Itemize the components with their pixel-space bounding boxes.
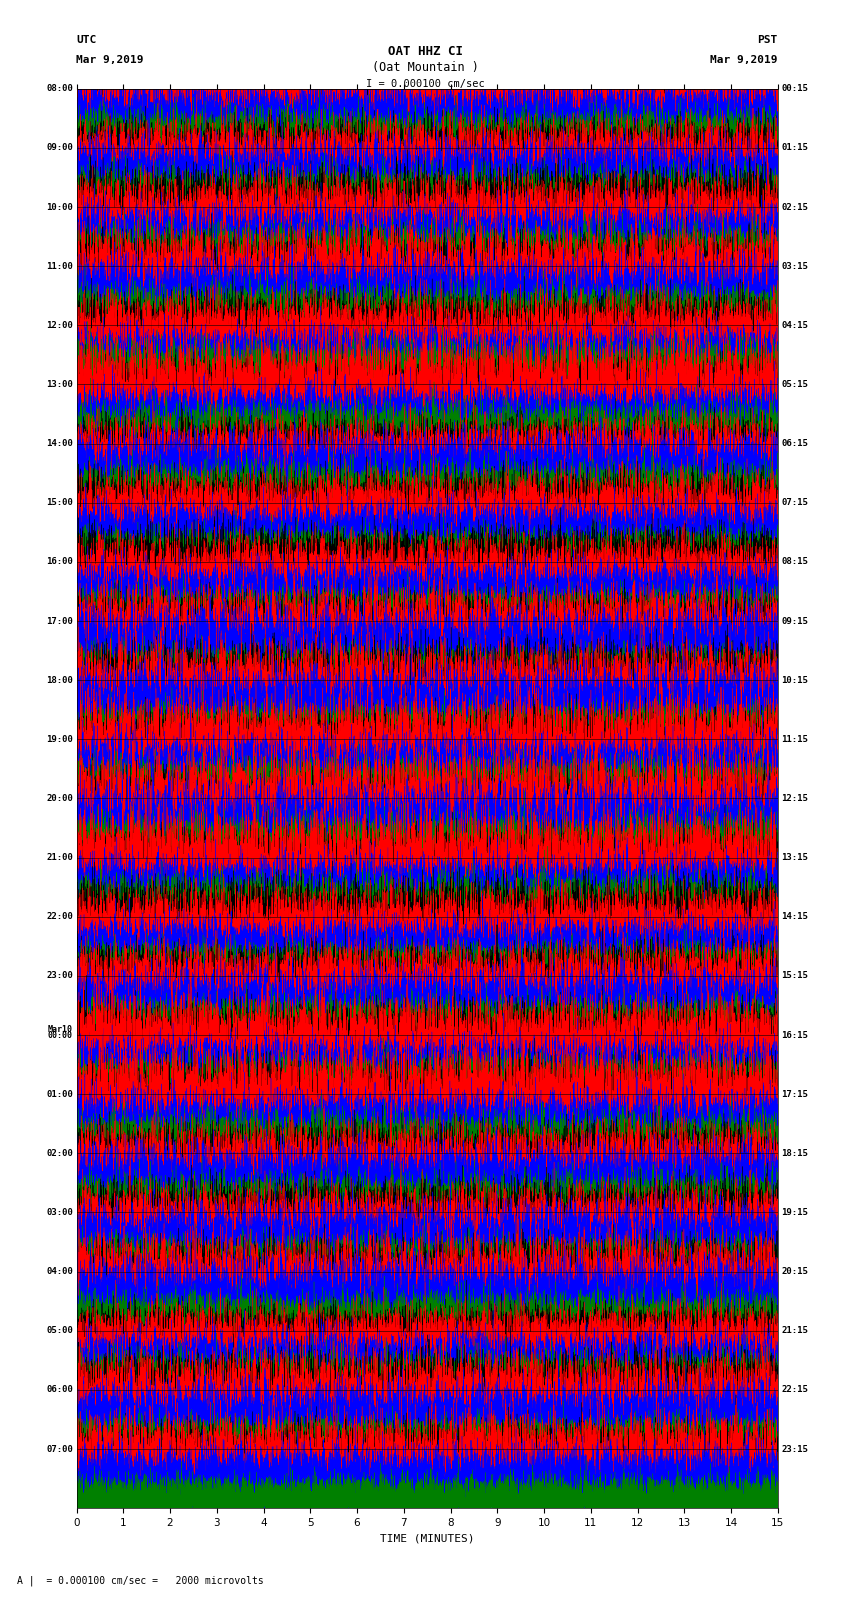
Text: Mar 9,2019: Mar 9,2019: [711, 55, 778, 65]
Text: 23:15: 23:15: [781, 1445, 808, 1453]
Text: 10:00: 10:00: [46, 203, 73, 211]
Text: Mar 9,2019: Mar 9,2019: [76, 55, 144, 65]
Text: 05:00: 05:00: [46, 1326, 73, 1336]
Text: 04:00: 04:00: [46, 1268, 73, 1276]
Text: 02:00: 02:00: [46, 1148, 73, 1158]
Text: 03:15: 03:15: [781, 261, 808, 271]
Text: 23:00: 23:00: [46, 971, 73, 981]
Text: 16:15: 16:15: [781, 1031, 808, 1039]
Text: 13:15: 13:15: [781, 853, 808, 861]
Text: 10:15: 10:15: [781, 676, 808, 684]
Text: 17:00: 17:00: [46, 616, 73, 626]
Text: 16:00: 16:00: [46, 558, 73, 566]
Text: 08:00: 08:00: [46, 84, 73, 94]
Text: 01:00: 01:00: [46, 1090, 73, 1098]
Text: 08:15: 08:15: [781, 558, 808, 566]
Text: 06:00: 06:00: [46, 1386, 73, 1394]
Text: 22:15: 22:15: [781, 1386, 808, 1394]
Text: 12:00: 12:00: [46, 321, 73, 329]
Text: 14:00: 14:00: [46, 439, 73, 448]
Text: 11:00: 11:00: [46, 261, 73, 271]
Text: PST: PST: [757, 35, 778, 45]
Text: A |  = 0.000100 cm/sec =   2000 microvolts: A | = 0.000100 cm/sec = 2000 microvolts: [17, 1576, 264, 1586]
Text: 03:00: 03:00: [46, 1208, 73, 1216]
Text: 15:00: 15:00: [46, 498, 73, 506]
Text: 00:15: 00:15: [781, 84, 808, 94]
Text: UTC: UTC: [76, 35, 97, 45]
Text: 05:15: 05:15: [781, 381, 808, 389]
Text: 01:15: 01:15: [781, 144, 808, 152]
Text: 20:15: 20:15: [781, 1268, 808, 1276]
Text: 22:00: 22:00: [46, 913, 73, 921]
Text: 17:15: 17:15: [781, 1090, 808, 1098]
Text: 14:15: 14:15: [781, 913, 808, 921]
Text: 12:15: 12:15: [781, 794, 808, 803]
X-axis label: TIME (MINUTES): TIME (MINUTES): [380, 1534, 474, 1544]
Text: OAT HHZ CI: OAT HHZ CI: [388, 45, 462, 58]
Text: 04:15: 04:15: [781, 321, 808, 329]
Text: 21:15: 21:15: [781, 1326, 808, 1336]
Text: 00:00: 00:00: [48, 1031, 73, 1039]
Text: 19:15: 19:15: [781, 1208, 808, 1216]
Text: (Oat Mountain ): (Oat Mountain ): [371, 61, 479, 74]
Text: 09:00: 09:00: [46, 144, 73, 152]
Text: 06:15: 06:15: [781, 439, 808, 448]
Text: 18:15: 18:15: [781, 1148, 808, 1158]
Text: I = 0.000100 cm/sec: I = 0.000100 cm/sec: [366, 79, 484, 89]
Text: 21:00: 21:00: [46, 853, 73, 861]
Text: Mar10: Mar10: [48, 1024, 73, 1034]
Text: 19:00: 19:00: [46, 736, 73, 744]
Text: 15:15: 15:15: [781, 971, 808, 981]
Text: 07:15: 07:15: [781, 498, 808, 506]
Text: 07:00: 07:00: [46, 1445, 73, 1453]
Text: 09:15: 09:15: [781, 616, 808, 626]
Text: 20:00: 20:00: [46, 794, 73, 803]
Text: 13:00: 13:00: [46, 381, 73, 389]
Text: 02:15: 02:15: [781, 203, 808, 211]
Text: 11:15: 11:15: [781, 736, 808, 744]
Text: 18:00: 18:00: [46, 676, 73, 684]
